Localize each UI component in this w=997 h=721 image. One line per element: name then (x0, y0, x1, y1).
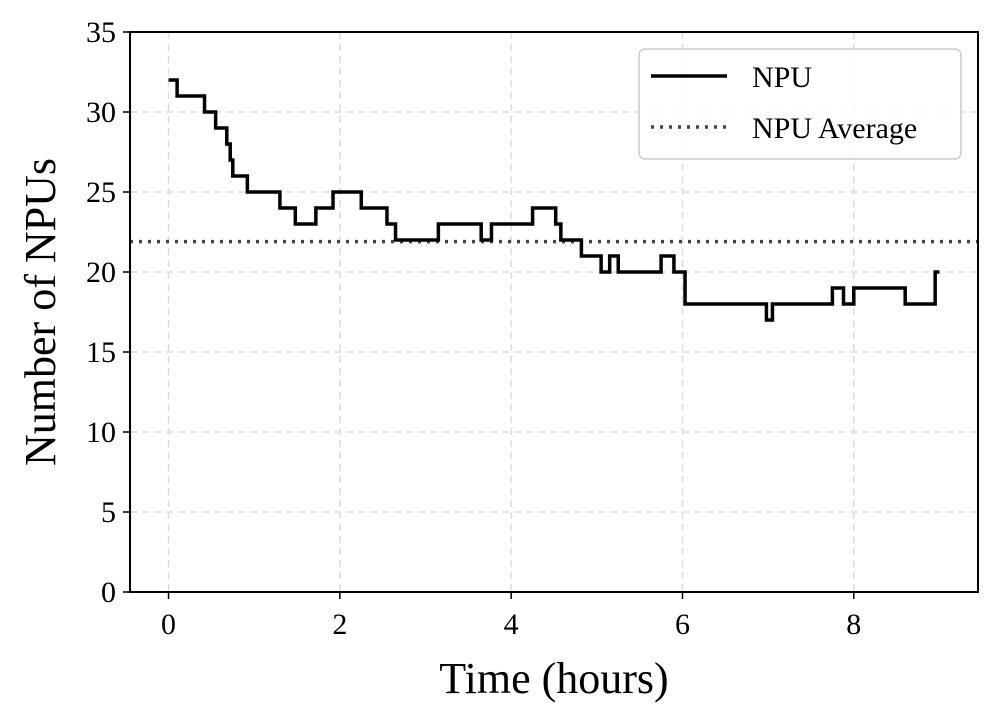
y-tick-label: 0 (101, 576, 116, 609)
legend-entry-npu: NPU (752, 61, 812, 94)
x-axis-title: Time (hours) (439, 654, 668, 703)
series-layer (168, 78, 940, 322)
legend-entry-npu-average: NPU Average (752, 112, 917, 145)
y-tick-label: 5 (101, 496, 116, 529)
legend: NPU NPU Average (638, 48, 962, 160)
x-tick-label: 2 (332, 608, 347, 641)
y-tick-label: 15 (86, 336, 116, 369)
y-tick-label: 35 (86, 16, 116, 49)
y-tick-label: 20 (86, 256, 116, 289)
y-tick-label: 25 (86, 176, 116, 209)
x-tick-label: 4 (504, 608, 519, 641)
x-tick-label: 0 (161, 608, 176, 641)
npu-series-line (168, 78, 940, 322)
y-axis-title: Number of NPUs (16, 158, 65, 466)
y-tick-label: 30 (86, 96, 116, 129)
ticks: 0 2 4 6 8 0 5 10 15 20 25 30 35 (86, 16, 861, 641)
plot-frame (129, 31, 979, 593)
x-tick-label: 6 (675, 608, 690, 641)
x-tick-label: 8 (846, 608, 861, 641)
y-tick-label: 10 (86, 416, 116, 449)
